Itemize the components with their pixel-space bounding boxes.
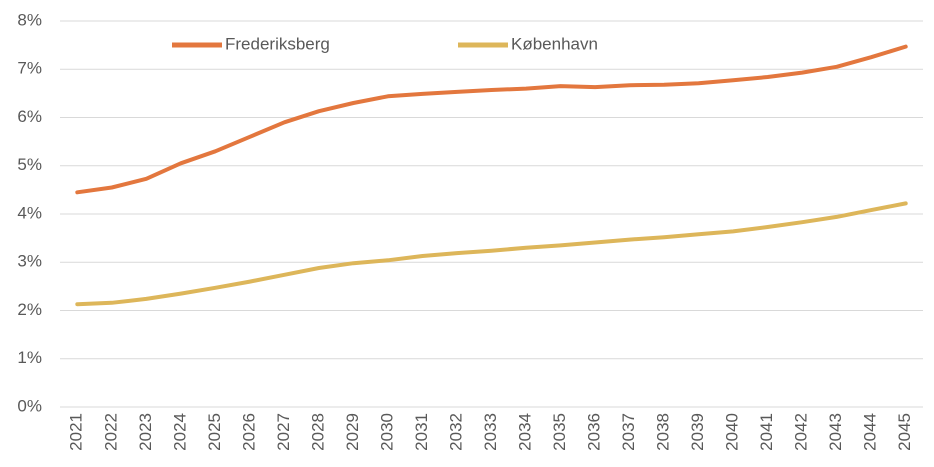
x-tick-label: 2024 bbox=[170, 413, 189, 451]
legend-label: Frederiksberg bbox=[225, 34, 330, 53]
x-tick-label: 2045 bbox=[895, 413, 914, 451]
y-tick-label: 7% bbox=[17, 59, 42, 78]
y-tick-label: 0% bbox=[17, 396, 42, 415]
y-tick-label: 3% bbox=[17, 252, 42, 271]
x-tick-label: 2042 bbox=[792, 413, 811, 451]
x-tick-label: 2030 bbox=[377, 413, 396, 451]
x-tick-label: 2033 bbox=[481, 413, 500, 451]
x-tick-label: 2040 bbox=[723, 413, 742, 451]
x-tick-label: 2035 bbox=[550, 413, 569, 451]
y-tick-label: 5% bbox=[17, 155, 42, 174]
x-tick-label: 2039 bbox=[688, 413, 707, 451]
x-tick-label: 2043 bbox=[826, 413, 845, 451]
legend-label: København bbox=[511, 34, 598, 53]
x-tick-label: 2041 bbox=[757, 413, 776, 451]
y-tick-label: 2% bbox=[17, 300, 42, 319]
x-tick-label: 2044 bbox=[861, 413, 880, 451]
y-tick-label: 6% bbox=[17, 107, 42, 126]
x-tick-label: 2037 bbox=[619, 413, 638, 451]
x-tick-label: 2038 bbox=[654, 413, 673, 451]
x-tick-label: 2021 bbox=[67, 413, 86, 451]
x-tick-label: 2022 bbox=[101, 413, 120, 451]
line-series bbox=[75, 201, 908, 307]
x-tick-label: 2028 bbox=[308, 413, 327, 451]
x-tick-label: 2029 bbox=[343, 413, 362, 451]
y-tick-label: 8% bbox=[17, 10, 42, 29]
x-tick-label: 2034 bbox=[516, 413, 535, 451]
x-tick-label: 2027 bbox=[274, 413, 293, 451]
x-tick-label: 2023 bbox=[136, 413, 155, 451]
y-tick-label: 1% bbox=[17, 348, 42, 367]
line-series bbox=[75, 44, 908, 195]
x-tick-label: 2032 bbox=[446, 413, 465, 451]
y-tick-label: 4% bbox=[17, 203, 42, 222]
x-tick-label: 2025 bbox=[205, 413, 224, 451]
x-tick-label: 2026 bbox=[239, 413, 258, 451]
x-tick-label: 2031 bbox=[412, 413, 431, 451]
x-tick-label: 2036 bbox=[585, 413, 604, 451]
